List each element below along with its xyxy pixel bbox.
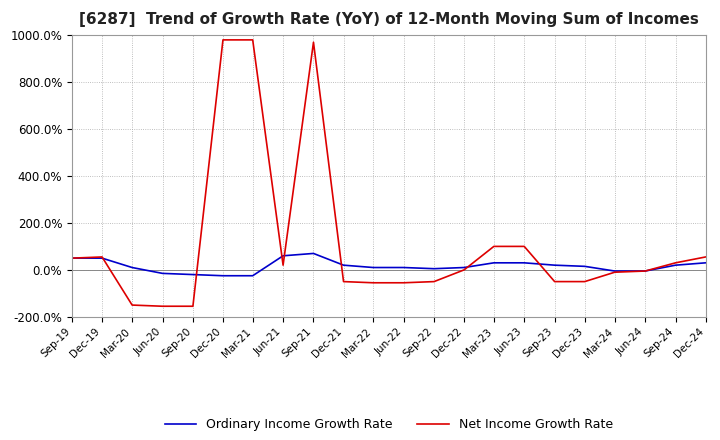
Title: [6287]  Trend of Growth Rate (YoY) of 12-Month Moving Sum of Incomes: [6287] Trend of Growth Rate (YoY) of 12-… xyxy=(79,12,698,27)
Line: Ordinary Income Growth Rate: Ordinary Income Growth Rate xyxy=(72,253,706,276)
Line: Net Income Growth Rate: Net Income Growth Rate xyxy=(72,40,706,306)
Legend: Ordinary Income Growth Rate, Net Income Growth Rate: Ordinary Income Growth Rate, Net Income … xyxy=(160,413,618,436)
